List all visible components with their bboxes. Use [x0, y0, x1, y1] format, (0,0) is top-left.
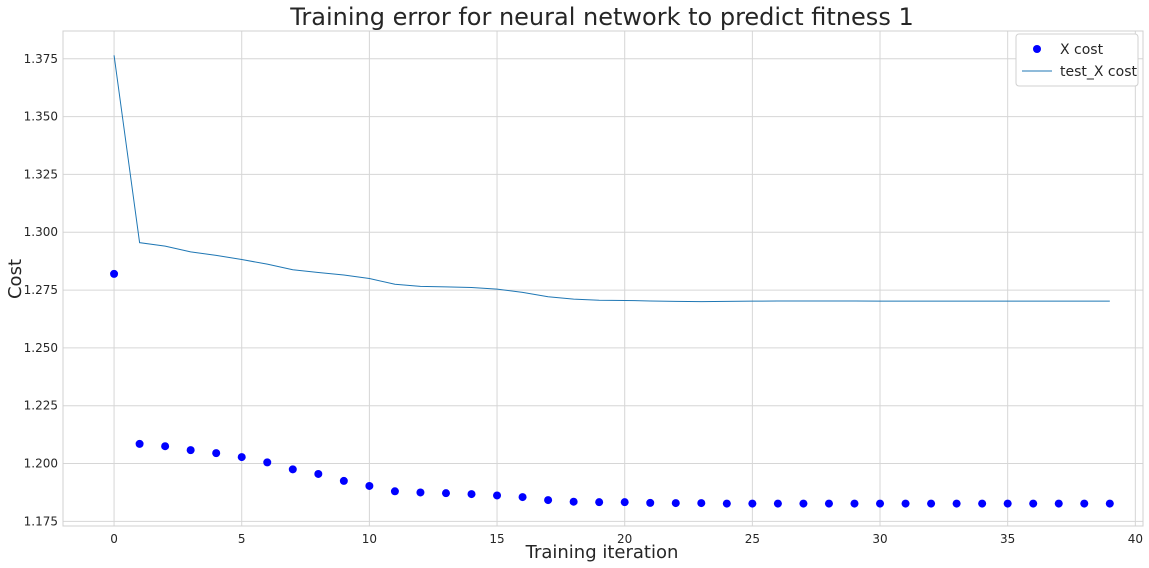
- y-tick-label: 1.250: [24, 341, 58, 355]
- y-tick-label: 1.275: [24, 283, 58, 297]
- data-point-x-cost: [237, 453, 246, 462]
- x-axis-title: Training iteration: [525, 542, 679, 563]
- data-point-x-cost: [493, 491, 502, 500]
- x-tick-label: 15: [489, 532, 504, 546]
- data-point-x-cost: [1080, 499, 1089, 508]
- data-point-x-cost: [161, 442, 170, 451]
- x-tick-label: 10: [362, 532, 377, 546]
- data-point-x-cost: [212, 449, 221, 458]
- y-tick-label: 1.200: [24, 457, 58, 471]
- data-point-x-cost: [901, 499, 910, 508]
- data-point-x-cost: [314, 469, 323, 478]
- data-point-x-cost: [697, 499, 706, 508]
- data-point-x-cost: [952, 499, 961, 508]
- y-tick-label: 1.175: [24, 514, 58, 528]
- data-point-x-cost: [824, 499, 833, 508]
- data-point-x-cost: [1029, 499, 1038, 508]
- series-line-test-x-cost: [113, 55, 1110, 303]
- data-point-x-cost: [773, 499, 782, 508]
- legend-marker-x-cost: [1033, 45, 1041, 53]
- data-point-x-cost: [1054, 499, 1063, 508]
- grid: [63, 31, 1143, 526]
- chart-title: Training error for neural network to pre…: [289, 3, 913, 31]
- y-axis-ticks: 1.175 1.200 1.225 1.250 1.275 1.300 1.325 1.350…: [24, 52, 58, 529]
- legend-box: [1015, 33, 1139, 87]
- data-point-x-cost: [186, 446, 195, 455]
- x-tick-label: 20: [617, 532, 632, 546]
- y-tick-label: 1.325: [24, 167, 58, 181]
- data-point-x-cost: [569, 497, 578, 506]
- x-tick-label: 40: [1128, 532, 1143, 546]
- y-tick-label: 1.300: [24, 225, 58, 239]
- data-point-x-cost: [544, 496, 553, 505]
- data-point-x-cost: [263, 458, 272, 467]
- data-point-x-cost: [850, 499, 859, 508]
- x-tick-label: 0: [110, 532, 118, 546]
- data-point-x-cost: [978, 499, 987, 508]
- data-point-x-cost: [1003, 499, 1012, 508]
- data-point-x-cost: [467, 490, 476, 499]
- plot-series: [110, 55, 1114, 508]
- plot-frame: [62, 30, 1144, 527]
- data-point-x-cost: [518, 493, 527, 502]
- y-tick-label: 1.225: [24, 399, 58, 413]
- data-point-x-cost: [441, 489, 450, 498]
- legend-label-x-cost: X cost: [1060, 42, 1104, 58]
- legend-label-test-x-cost: test_X cost: [1060, 64, 1137, 80]
- y-tick-label: 1.375: [24, 52, 58, 66]
- data-point-x-cost: [339, 476, 348, 485]
- x-axis-ticks: 0 5 10 15 20 25 30 35 40: [110, 532, 1143, 546]
- data-point-x-cost: [671, 499, 680, 508]
- x-tick-label: 5: [238, 532, 246, 546]
- data-point-x-cost: [390, 487, 399, 496]
- data-point-x-cost: [927, 499, 936, 508]
- legend: X cost test_X cost: [1015, 33, 1139, 87]
- data-point-x-cost: [799, 499, 808, 508]
- data-point-x-cost: [748, 499, 757, 508]
- data-point-x-cost: [722, 499, 731, 508]
- data-point-x-cost: [365, 481, 374, 490]
- data-point-x-cost: [620, 498, 629, 507]
- data-point-x-cost: [876, 499, 885, 508]
- data-point-x-cost: [416, 488, 425, 497]
- data-point-x-cost: [646, 498, 655, 507]
- data-point-x-cost: [288, 465, 297, 474]
- y-tick-label: 1.350: [24, 110, 58, 124]
- data-point-x-cost: [1105, 499, 1114, 508]
- y-axis-title: Cost: [5, 259, 26, 299]
- data-point-x-cost: [595, 498, 604, 507]
- data-point-x-cost: [110, 269, 119, 278]
- x-tick-label: 25: [745, 532, 760, 546]
- x-tick-label: 35: [1000, 532, 1015, 546]
- data-point-x-cost: [135, 439, 144, 448]
- x-tick-label: 30: [872, 532, 887, 546]
